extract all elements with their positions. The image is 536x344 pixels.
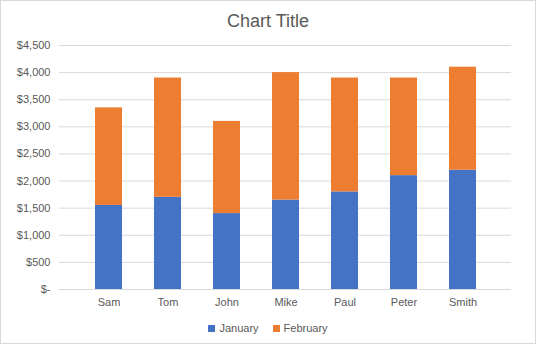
svg-text:$3,000: $3,000 [17,120,51,132]
svg-text:$2,000: $2,000 [17,175,51,187]
svg-text:$3,500: $3,500 [17,93,51,105]
svg-text:Mike: Mike [274,296,297,308]
svg-text:$4,000: $4,000 [17,66,51,78]
svg-text:Sam: Sam [98,296,121,308]
svg-text:$1,000: $1,000 [17,229,51,241]
svg-text:Tom: Tom [158,296,179,308]
svg-text:$4,500: $4,500 [17,39,51,51]
svg-text:Smith: Smith [449,296,477,308]
html-text:February: February [283,322,328,334]
html-text:Chart Title: Chart Title [227,11,309,31]
svg-text:$2,500: $2,500 [17,147,51,159]
svg-text:$-: $- [41,283,51,295]
svg-text:$1,500: $1,500 [17,202,51,214]
svg-text:Peter: Peter [391,296,418,308]
svg-text:John: John [215,296,239,308]
html-text:January: January [219,322,259,334]
svg-text:Paul: Paul [334,296,356,308]
svg-text:$500: $500 [26,256,50,268]
